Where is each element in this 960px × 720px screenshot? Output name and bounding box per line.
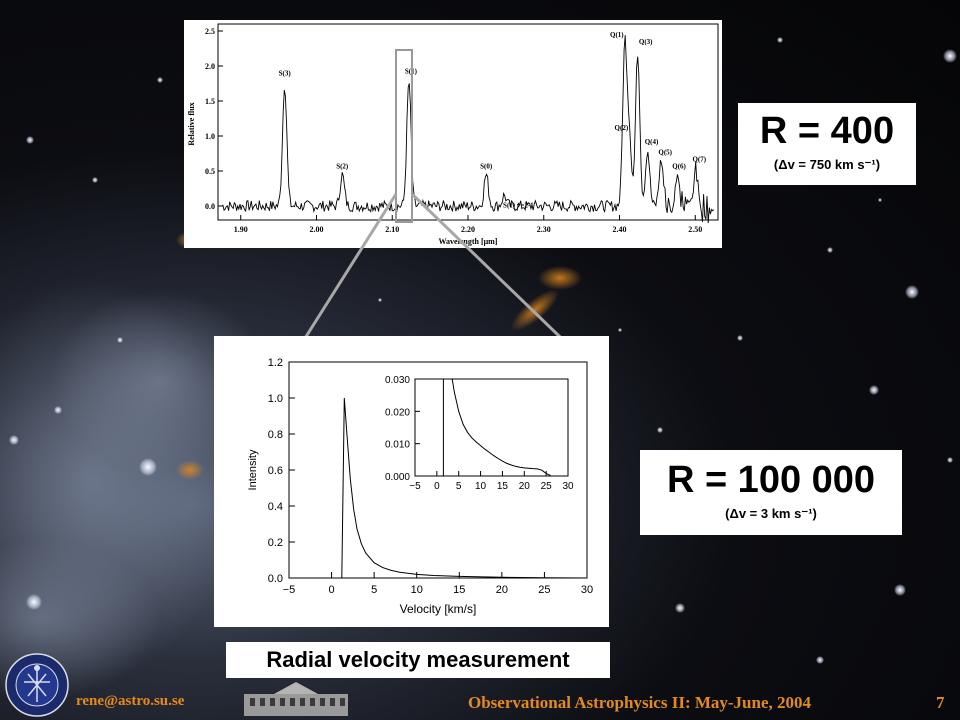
profile-line — [341, 397, 588, 579]
r-100000-title: R = 100 000 — [666, 459, 876, 501]
emission-line-label: Q(5) — [658, 149, 672, 157]
x-tick-label: 5 — [371, 584, 377, 596]
x-axis-label: Wavelength [μm] — [439, 237, 498, 246]
r-400-delta: (Δv = 750 km s⁻¹) — [773, 157, 881, 172]
inset-background — [370, 376, 581, 488]
page-number: 7 — [936, 693, 945, 712]
building-image — [244, 682, 348, 716]
inset-x-tick-label: 30 — [562, 481, 574, 492]
inset-frame — [414, 378, 569, 477]
inset-y-tick-label: 0.020 — [385, 407, 410, 418]
star-field — [9, 37, 957, 664]
y-tick-label: 0.0 — [268, 573, 283, 585]
x-tick-label: 2.30 — [537, 225, 551, 234]
high-resolution-profile-panel: 0.0 0.2 0.4 0.6 0.8 1.0 1.2 −5 0 5 10 15 20 25 30 Int… — [214, 336, 609, 627]
inset-x-tick-label: 5 — [456, 481, 462, 492]
x-tick-label: −5 — [283, 584, 296, 596]
velocity-profile: 0.0 0.2 0.4 0.6 0.8 1.0 1.2 −5 0 5 10 15 20 25 30 Int… — [247, 357, 593, 616]
inset-x-tick-label: 10 — [475, 481, 487, 492]
high-resolution-label: R = 100 000 (Δv = 3 km s⁻¹) — [640, 450, 902, 535]
low-resolution-spectrum: 0.0 0.5 1.0 1.5 2.0 2.5 1.90 2.00 2.10 2.20 2.30 2… — [187, 23, 719, 246]
footer-email-link[interactable]: rene@astro.su.se — [76, 693, 185, 709]
x-tick-label: 10 — [411, 584, 423, 596]
x-tick-label: 20 — [496, 584, 508, 596]
footer-course-title: Observational Astrophysics II: May-June,… — [468, 693, 812, 712]
emission-line-label: S(1) v=2-1 — [503, 202, 534, 210]
x-tick-label: 25 — [538, 584, 550, 596]
x-tick-label: 2.10 — [385, 225, 399, 234]
inset-profile-line — [442, 378, 551, 476]
emission-line-label: Q(3) — [639, 38, 653, 46]
y-tick-label: 1.0 — [205, 132, 215, 141]
university-seal-logo — [5, 653, 69, 717]
x-tick-label: 30 — [581, 584, 593, 596]
orange-jet — [511, 289, 559, 331]
emission-line-label: Q(4) — [645, 138, 659, 146]
y-tick-label: 0.6 — [268, 465, 283, 477]
r-400-title: R = 400 — [759, 110, 895, 152]
plot-frame — [217, 23, 719, 221]
orange-jet — [176, 460, 204, 480]
r-100000-delta: (Δv = 3 km s⁻¹) — [725, 506, 817, 521]
caption: Radial velocity measurement — [226, 642, 610, 678]
x-tick-label: 2.00 — [309, 225, 323, 234]
inset-x-tick-label: 15 — [497, 481, 509, 492]
s1-zoom-box — [395, 49, 413, 223]
x-tick-label: 1.90 — [234, 225, 248, 234]
spectrum-line — [221, 35, 715, 224]
x-tick-label: 2.20 — [461, 225, 475, 234]
y-tick-label: 2.5 — [205, 27, 215, 36]
emission-line-label: Q(2) — [615, 124, 629, 132]
low-resolution-label: R = 400 (Δv = 750 km s⁻¹) — [738, 103, 916, 185]
inset-x-tick-label: 20 — [519, 481, 531, 492]
emission-line-label: Q(6) — [672, 163, 686, 171]
orange-jet — [538, 266, 582, 290]
inset-x-tick-label: 0 — [434, 481, 440, 492]
emission-line-label: S(2) — [336, 163, 349, 171]
emission-line-label: S(3) — [279, 70, 292, 78]
y-tick-label: 0.4 — [268, 501, 283, 513]
emission-line-label: S(0) — [480, 163, 493, 171]
emission-line-label: Q(7) — [692, 156, 706, 164]
y-tick-label: 0.2 — [268, 537, 283, 549]
x-tick-label: 15 — [453, 584, 465, 596]
inset-x-tick-label: −5 — [409, 481, 421, 492]
y-tick-label: 0.5 — [205, 167, 215, 176]
y-tick-label: 0.0 — [205, 202, 215, 211]
x-axis-label: Velocity [km/s] — [400, 602, 477, 616]
y-tick-label: 1.5 — [205, 97, 215, 106]
y-tick-label: 1.2 — [268, 357, 283, 369]
inset-x-tick-label: 25 — [541, 481, 553, 492]
y-tick-label: 1.0 — [268, 393, 283, 405]
low-resolution-spectrum-panel: 0.0 0.5 1.0 1.5 2.0 2.5 1.90 2.00 2.10 2.20 2.30 2… — [184, 20, 722, 248]
x-tick-label: 2.40 — [613, 225, 627, 234]
y-axis-label: Intensity — [247, 449, 259, 490]
y-tick-label: 0.8 — [268, 429, 283, 441]
emission-line-label: Q(1) — [610, 31, 624, 39]
y-tick-label: 2.0 — [205, 62, 215, 71]
inset-y-tick-label: 0.000 — [385, 472, 410, 483]
inset-y-tick-label: 0.030 — [385, 375, 410, 386]
x-tick-label: 0 — [329, 584, 335, 596]
x-tick-label: 2.50 — [688, 225, 702, 234]
y-axis-label: Relative flux — [187, 102, 196, 145]
inset-y-tick-label: 0.010 — [385, 440, 410, 451]
